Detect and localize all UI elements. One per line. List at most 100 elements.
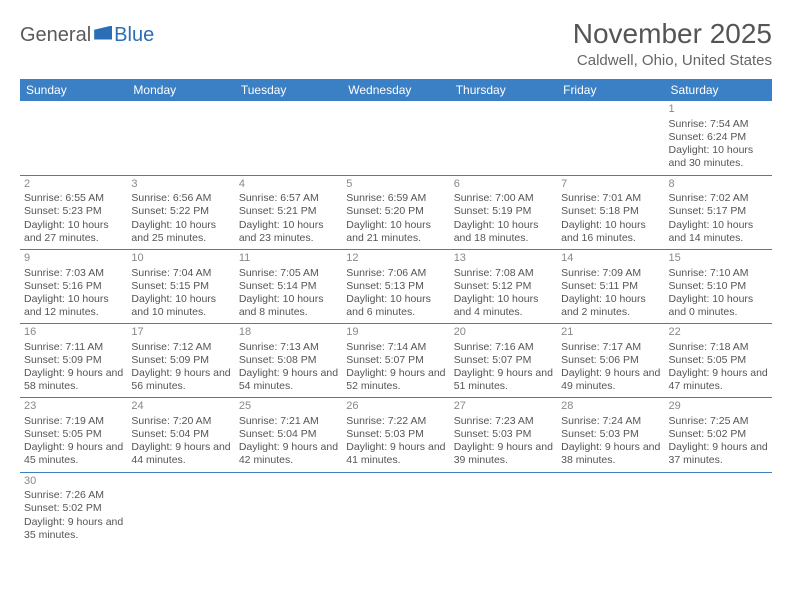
sunset-text: Sunset: 5:07 PM (454, 354, 553, 367)
calendar-cell-empty (342, 101, 449, 175)
day-number: 3 (131, 178, 230, 192)
calendar-cell-empty (665, 472, 772, 546)
calendar-cell: 21Sunrise: 7:17 AMSunset: 5:06 PMDayligh… (557, 324, 664, 398)
daylight-text: Daylight: 9 hours and 45 minutes. (24, 441, 123, 467)
calendar-cell-empty (127, 472, 234, 546)
sunrise-text: Sunrise: 7:21 AM (239, 415, 338, 428)
sunset-text: Sunset: 5:03 PM (454, 428, 553, 441)
page-subtitle: Caldwell, Ohio, United States (573, 52, 772, 69)
day-number: 6 (454, 178, 553, 192)
calendar-row: 2Sunrise: 6:55 AMSunset: 5:23 PMDaylight… (20, 175, 772, 249)
sunset-text: Sunset: 5:18 PM (561, 205, 660, 218)
day-number: 15 (669, 252, 768, 266)
calendar-cell-empty (557, 472, 664, 546)
sunset-text: Sunset: 5:21 PM (239, 205, 338, 218)
day-number: 18 (239, 326, 338, 340)
calendar-cell: 13Sunrise: 7:08 AMSunset: 5:12 PMDayligh… (450, 249, 557, 323)
sunrise-text: Sunrise: 7:02 AM (669, 192, 768, 205)
calendar-cell: 22Sunrise: 7:18 AMSunset: 5:05 PMDayligh… (665, 324, 772, 398)
sunrise-text: Sunrise: 7:11 AM (24, 341, 123, 354)
day-number: 5 (346, 178, 445, 192)
calendar-cell-empty (342, 472, 449, 546)
daylight-text: Daylight: 10 hours and 2 minutes. (561, 293, 660, 319)
calendar-cell-empty (235, 101, 342, 175)
title-block: November 2025 Caldwell, Ohio, United Sta… (573, 18, 772, 69)
sunrise-text: Sunrise: 7:26 AM (24, 489, 123, 502)
weekday-row: SundayMondayTuesdayWednesdayThursdayFrid… (20, 79, 772, 101)
calendar-cell: 12Sunrise: 7:06 AMSunset: 5:13 PMDayligh… (342, 249, 449, 323)
sunset-text: Sunset: 5:04 PM (239, 428, 338, 441)
daylight-text: Daylight: 9 hours and 38 minutes. (561, 441, 660, 467)
sunrise-text: Sunrise: 7:01 AM (561, 192, 660, 205)
sunset-text: Sunset: 5:08 PM (239, 354, 338, 367)
header: General Blue November 2025 Caldwell, Ohi… (20, 18, 772, 69)
day-number: 19 (346, 326, 445, 340)
day-number: 26 (346, 400, 445, 414)
daylight-text: Daylight: 10 hours and 23 minutes. (239, 219, 338, 245)
calendar-cell: 1Sunrise: 7:54 AMSunset: 6:24 PMDaylight… (665, 101, 772, 175)
daylight-text: Daylight: 9 hours and 58 minutes. (24, 367, 123, 393)
calendar-cell: 25Sunrise: 7:21 AMSunset: 5:04 PMDayligh… (235, 398, 342, 472)
day-number: 13 (454, 252, 553, 266)
logo-text-general: General (20, 24, 91, 47)
sunset-text: Sunset: 6:24 PM (669, 131, 768, 144)
daylight-text: Daylight: 10 hours and 21 minutes. (346, 219, 445, 245)
sunset-text: Sunset: 5:22 PM (131, 205, 230, 218)
calendar-cell-empty (450, 101, 557, 175)
daylight-text: Daylight: 9 hours and 44 minutes. (131, 441, 230, 467)
calendar-row: 1Sunrise: 7:54 AMSunset: 6:24 PMDaylight… (20, 101, 772, 175)
calendar-cell: 30Sunrise: 7:26 AMSunset: 5:02 PMDayligh… (20, 472, 127, 546)
sunrise-text: Sunrise: 7:20 AM (131, 415, 230, 428)
page-title: November 2025 (573, 18, 772, 50)
sunset-text: Sunset: 5:09 PM (24, 354, 123, 367)
daylight-text: Daylight: 9 hours and 56 minutes. (131, 367, 230, 393)
sunrise-text: Sunrise: 7:12 AM (131, 341, 230, 354)
sunset-text: Sunset: 5:02 PM (24, 502, 123, 515)
calendar-cell: 20Sunrise: 7:16 AMSunset: 5:07 PMDayligh… (450, 324, 557, 398)
day-number: 17 (131, 326, 230, 340)
calendar-cell: 11Sunrise: 7:05 AMSunset: 5:14 PMDayligh… (235, 249, 342, 323)
calendar-cell-empty (557, 101, 664, 175)
calendar-cell-empty (20, 101, 127, 175)
sunset-text: Sunset: 5:03 PM (346, 428, 445, 441)
calendar-cell-empty (235, 472, 342, 546)
sunset-text: Sunset: 5:23 PM (24, 205, 123, 218)
sunrise-text: Sunrise: 7:19 AM (24, 415, 123, 428)
sunrise-text: Sunrise: 7:00 AM (454, 192, 553, 205)
day-number: 1 (669, 103, 768, 117)
sunset-text: Sunset: 5:04 PM (131, 428, 230, 441)
sunrise-text: Sunrise: 6:59 AM (346, 192, 445, 205)
calendar-cell: 3Sunrise: 6:56 AMSunset: 5:22 PMDaylight… (127, 175, 234, 249)
day-number: 22 (669, 326, 768, 340)
day-number: 4 (239, 178, 338, 192)
calendar-cell: 6Sunrise: 7:00 AMSunset: 5:19 PMDaylight… (450, 175, 557, 249)
sunrise-text: Sunrise: 7:23 AM (454, 415, 553, 428)
weekday-header: Monday (127, 79, 234, 101)
logo: General Blue (20, 24, 154, 47)
calendar-cell: 9Sunrise: 7:03 AMSunset: 5:16 PMDaylight… (20, 249, 127, 323)
day-number: 30 (24, 475, 123, 489)
sunrise-text: Sunrise: 7:16 AM (454, 341, 553, 354)
sunrise-text: Sunrise: 7:03 AM (24, 267, 123, 280)
sunrise-text: Sunrise: 7:09 AM (561, 267, 660, 280)
daylight-text: Daylight: 10 hours and 18 minutes. (454, 219, 553, 245)
sunset-text: Sunset: 5:15 PM (131, 280, 230, 293)
daylight-text: Daylight: 10 hours and 4 minutes. (454, 293, 553, 319)
calendar-cell: 23Sunrise: 7:19 AMSunset: 5:05 PMDayligh… (20, 398, 127, 472)
calendar-cell: 2Sunrise: 6:55 AMSunset: 5:23 PMDaylight… (20, 175, 127, 249)
weekday-header: Sunday (20, 79, 127, 101)
calendar-cell: 14Sunrise: 7:09 AMSunset: 5:11 PMDayligh… (557, 249, 664, 323)
daylight-text: Daylight: 10 hours and 12 minutes. (24, 293, 123, 319)
sunset-text: Sunset: 5:03 PM (561, 428, 660, 441)
weekday-header: Saturday (665, 79, 772, 101)
day-number: 14 (561, 252, 660, 266)
day-number: 11 (239, 252, 338, 266)
sunrise-text: Sunrise: 7:17 AM (561, 341, 660, 354)
sunset-text: Sunset: 5:07 PM (346, 354, 445, 367)
calendar-cell: 8Sunrise: 7:02 AMSunset: 5:17 PMDaylight… (665, 175, 772, 249)
calendar-table: SundayMondayTuesdayWednesdayThursdayFrid… (20, 79, 772, 546)
sunset-text: Sunset: 5:12 PM (454, 280, 553, 293)
daylight-text: Daylight: 9 hours and 47 minutes. (669, 367, 768, 393)
sunrise-text: Sunrise: 7:14 AM (346, 341, 445, 354)
logo-text-blue: Blue (114, 24, 154, 47)
